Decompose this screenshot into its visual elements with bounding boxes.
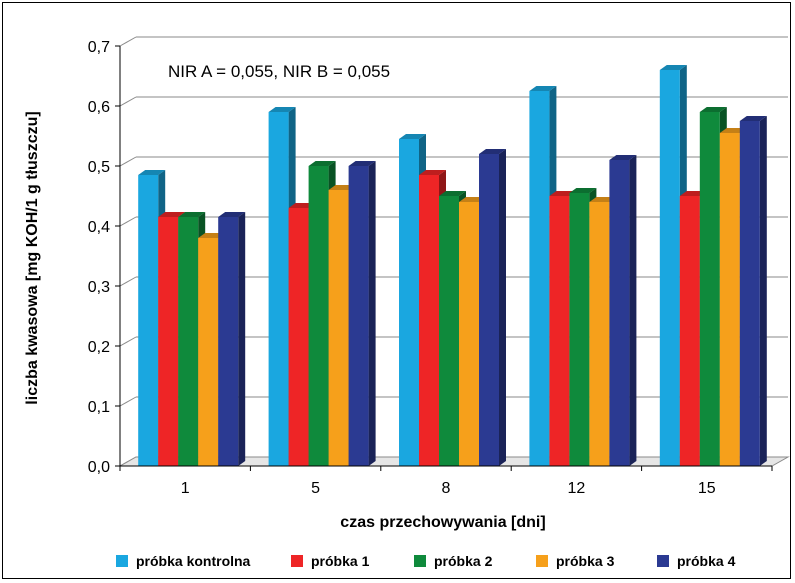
gridline-diagonal	[119, 396, 137, 407]
bar	[399, 139, 419, 466]
bar	[348, 166, 369, 466]
bar	[699, 112, 720, 466]
bar-side	[368, 161, 376, 466]
bar	[719, 133, 740, 466]
bar	[138, 175, 159, 466]
bar	[479, 154, 499, 466]
bar-side	[629, 155, 637, 466]
bar	[609, 160, 630, 466]
bar-side	[759, 116, 767, 466]
legend-swatch	[536, 555, 548, 567]
legend-swatch	[116, 555, 128, 567]
bar	[739, 121, 760, 466]
bar-top	[439, 191, 466, 196]
bar	[178, 217, 199, 466]
bar	[198, 238, 219, 466]
axis-layer: 0,00,10,20,30,40,50,60,71 5 8 12 15	[88, 39, 773, 497]
y-tick-label: 0,5	[88, 159, 110, 176]
gridline-diagonal	[119, 36, 137, 47]
gridline-diagonal	[119, 336, 137, 347]
bar-top	[138, 170, 166, 175]
bar-top	[569, 188, 597, 193]
bar	[569, 193, 590, 466]
x-tick-label: 1	[181, 480, 190, 497]
bar	[328, 190, 349, 466]
bar-top	[529, 86, 557, 91]
bar	[288, 208, 309, 466]
x-axis-label: czas przechowywania [dni]	[340, 514, 545, 531]
bar-side	[238, 212, 246, 466]
bar-top	[739, 116, 767, 121]
legend-label: próbka 1	[311, 553, 370, 569]
bar	[158, 217, 179, 466]
y-tick-label: 0,7	[88, 39, 110, 56]
bar	[268, 112, 289, 466]
bar-top	[268, 107, 296, 112]
bar-top	[419, 170, 446, 175]
bar-top	[609, 155, 637, 160]
legend-swatch	[657, 555, 669, 567]
bar	[308, 166, 329, 466]
gridline-diagonal	[119, 216, 137, 227]
legend: próbka kontrolna próbka 1 próbka 2 próbka 3…	[116, 553, 736, 569]
bar	[459, 202, 479, 466]
bar-top	[699, 107, 727, 112]
y-tick-label: 0,1	[88, 399, 110, 416]
bar-top	[348, 161, 376, 166]
legend-label: próbka 2	[434, 553, 493, 569]
y-tick-label: 0,6	[88, 99, 110, 116]
legend-swatch	[414, 555, 426, 567]
legend-label: próbka 4	[677, 553, 736, 569]
x-tick-label: 5	[311, 480, 320, 497]
bar	[679, 196, 700, 466]
legend-label: próbka 3	[556, 553, 615, 569]
y-tick-label: 0,4	[88, 219, 110, 236]
bar-top	[308, 161, 336, 166]
bar-top	[399, 134, 426, 139]
gridline-diagonal	[119, 156, 137, 167]
y-tick-label: 0,0	[88, 459, 110, 476]
x-tick-label: 15	[698, 480, 716, 497]
bar-side	[499, 149, 506, 466]
nir-annotation: NIR A = 0,055, NIR B = 0,055	[168, 62, 390, 81]
bar-top	[479, 149, 506, 154]
bars-layer	[138, 65, 767, 466]
y-tick-label: 0,2	[88, 339, 110, 356]
legend-swatch	[291, 555, 303, 567]
gridline-diagonal	[119, 96, 137, 107]
gridline-diagonal	[119, 276, 137, 287]
bar	[589, 202, 610, 466]
bar	[218, 217, 239, 466]
bar	[439, 196, 459, 466]
bar-top	[158, 212, 186, 217]
bar-top	[659, 65, 687, 70]
bar	[419, 175, 439, 466]
bar	[529, 91, 550, 466]
bar	[549, 196, 570, 466]
x-tick-label: 8	[442, 480, 451, 497]
y-tick-label: 0,3	[88, 279, 110, 296]
y-axis-label: liczba kwasowa [mg KOH/1 g tłuszczu]	[24, 111, 41, 404]
bar-top	[218, 212, 246, 217]
bar-top	[178, 212, 206, 217]
x-tick-label: 12	[568, 480, 586, 497]
legend-label: próbka kontrolna	[136, 553, 251, 569]
bar	[659, 70, 680, 466]
